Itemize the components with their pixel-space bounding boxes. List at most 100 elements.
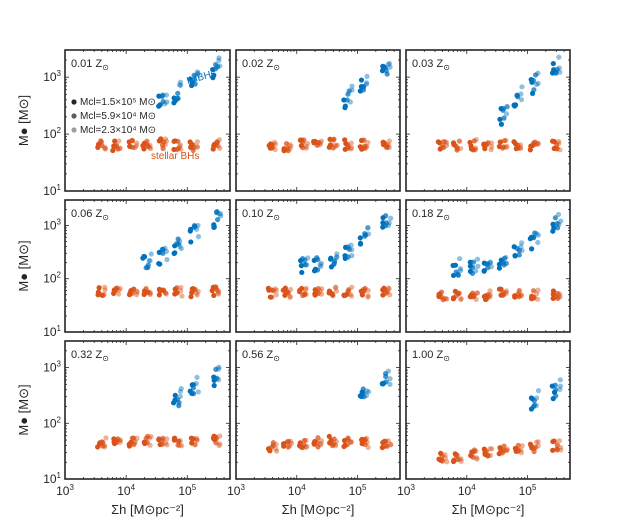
stellar-bh-point (272, 141, 279, 147)
stellar-bh-point (283, 140, 290, 147)
stellar-bh-point (473, 137, 479, 143)
stellar-bh-point (317, 142, 323, 148)
stellar-bh-point (332, 443, 339, 449)
imbh-point (557, 383, 564, 389)
imbh-point (552, 69, 559, 75)
stellar-bh-point (330, 292, 336, 299)
stellar-bh-point (474, 290, 480, 296)
stellar-bh-point (144, 138, 150, 144)
stellar-bh-point (102, 144, 108, 151)
x-axis-label: Σh [M⊙pc⁻²] (282, 502, 355, 517)
stellar-bh-point (527, 147, 533, 153)
axis-labels-group: M● [M⊙] M● [M⊙] M● [M⊙] Σh [M⊙pc⁻²] Σh [M⊙pc… (16, 95, 524, 517)
stellar-bh-point (213, 440, 219, 446)
y-axis-label: M● [M⊙] (16, 95, 31, 146)
stellar-bh-point (504, 446, 510, 452)
imbh-point (455, 272, 461, 278)
imbh-point (556, 221, 562, 228)
stellar-bh-point (530, 288, 537, 294)
stellar-bh-point (117, 437, 123, 443)
stellar-bh-point (179, 293, 185, 299)
imbh-point (147, 258, 153, 264)
stellar-bh-point (102, 443, 108, 449)
stellar-bh-point (453, 293, 459, 299)
stellar-bh-point (361, 288, 367, 294)
imbh-point (348, 242, 354, 248)
stellar-bh-point (272, 146, 278, 153)
imbh-point (531, 235, 537, 241)
x-axis-label: Σh [M⊙pc⁻²] (111, 502, 184, 517)
imbh-point (382, 370, 389, 377)
imbh-point (516, 247, 522, 254)
stellar-bh-point (487, 292, 493, 298)
stellar-bh-point (287, 293, 293, 300)
imbh-point (533, 81, 540, 88)
y-tick-label: 103 (43, 360, 61, 375)
stellar-bh-point (535, 140, 541, 146)
imbh-point (481, 268, 487, 274)
imbh-point (347, 99, 353, 105)
stellar-bh-point (503, 291, 509, 297)
stellar-bh-point (499, 292, 505, 298)
stellar-bh-point (147, 289, 153, 295)
stellar-bh-point (471, 147, 477, 153)
x-tick-label: 105 (519, 483, 537, 498)
imbh-point (470, 259, 477, 265)
stellar-bh-point (269, 142, 275, 148)
y-tick-label: 102 (43, 271, 61, 286)
imbh-point (176, 241, 182, 247)
stellar-bh-point (441, 139, 447, 145)
stellar-bh-point (317, 288, 323, 294)
stellar-bh-point (177, 142, 183, 148)
x-tick-label: 105 (178, 483, 196, 498)
stellar-bh-point (485, 452, 491, 459)
stellar-bh-point (146, 144, 153, 151)
stellar-bh-point (387, 292, 393, 298)
imbh-point (315, 256, 321, 263)
metallicity-label: 0.56 Z⊙ (242, 349, 280, 363)
imbh-point (497, 116, 503, 122)
imbh-point (500, 259, 506, 266)
imbh-point (194, 374, 200, 380)
stellar-bh-point (102, 284, 108, 290)
imbh-point (331, 260, 338, 266)
stellar-bh-point (348, 146, 354, 152)
imbh-point (535, 388, 542, 394)
imbh-point (342, 103, 348, 109)
stellar-bh-point (517, 145, 524, 151)
stellar-bh-point (303, 143, 309, 149)
imbh-point (535, 232, 541, 238)
imbh-point (177, 388, 183, 395)
stellar-bh-point (217, 441, 223, 447)
stellar-bh-point (117, 145, 123, 151)
imbh-point (318, 263, 324, 270)
stellar-bh-point (488, 147, 494, 153)
imbh-point (177, 82, 183, 88)
stellar-bh-point (287, 286, 294, 293)
imbh-point (216, 57, 222, 64)
stellar-bh-point (386, 138, 393, 144)
imbh-point (469, 270, 476, 277)
stellar-bh-point (471, 138, 477, 144)
stellar-bh-point (273, 441, 279, 448)
stellar-bh-point (148, 433, 154, 440)
stellar-bh-point (303, 145, 309, 151)
x-tick-label: 104 (288, 483, 306, 498)
stellar-bh-point (101, 291, 107, 297)
imbh-point (360, 84, 367, 90)
stellar-bh-point (365, 294, 371, 300)
imbh-point (302, 257, 308, 263)
panel-8: 103 104 105 0.56 Z⊙ (227, 340, 401, 498)
stellar-bh-point (288, 438, 294, 444)
panel-frame (235, 199, 401, 333)
y-tick-label: 102 (43, 126, 61, 141)
stellar-bh-point (489, 446, 495, 452)
stellar-bh-point (159, 142, 166, 148)
imbh-point (365, 231, 372, 237)
stellar-bh-point (557, 293, 563, 299)
stellar-bh-point (438, 289, 445, 295)
imbh-point (213, 209, 220, 216)
stellar-bh-point (472, 145, 479, 151)
imbh-point (176, 403, 182, 409)
y-tick-label: 101 (43, 471, 61, 486)
